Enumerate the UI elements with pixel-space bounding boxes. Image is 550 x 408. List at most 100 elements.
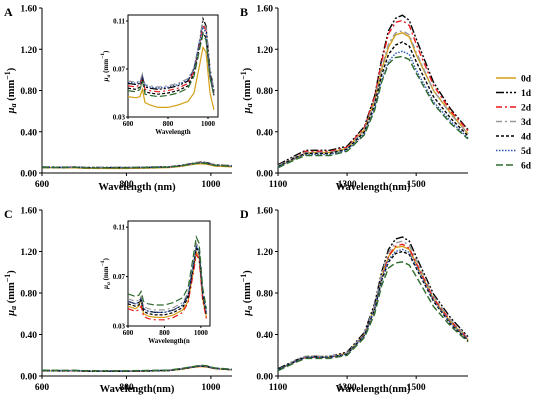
panel-c-inset-series [127,235,207,321]
panel-c-x-axis-label: Wavelength(nm) [100,384,175,395]
panel-d-y-axis-label: μa (mm−1) [239,270,254,317]
panel-a-inset-series-0d [127,45,215,110]
panel-d-series-0d [277,245,469,371]
panel-a-inset: 0.03 0.07 0.11 600 800 1000 Wavelength μa (mm−1… [100,14,219,136]
panel-c-inset-series-6d [127,235,207,309]
panel-c-y-tick-label: 0.40 [20,331,37,341]
panel-c-series [41,364,233,372]
panel-d-x-tick-label: 1100 [269,383,288,393]
panel-d-x-tick-label: 1500 [407,383,426,393]
panel-c-letter: C [4,207,13,221]
legend: 0d 1d 2d 3d 4d 5d 6d [496,75,532,172]
panel-a-y-tick-label: 1.60 [20,5,37,15]
panel-a-series [41,160,233,170]
panel-c-x-tick-label: 1000 [201,383,220,393]
panel-c-inset-y-tick-label: 0.07 [113,273,126,281]
panel-c-inset-x-axis-label: Wavelength(n [148,337,190,345]
panel-a-inset-x-tick-label: 600 [123,120,134,128]
panel-b-y-tick-label: 0.80 [256,87,273,97]
panel-c-inset-y-axis-label: μa (mm−1) [100,258,112,290]
panel-a-y-axis-label: μa (mm−1) [3,67,18,114]
panel-c-y-tick-label: 0.00 [20,373,37,383]
panel-c: C 0.00 0.40 0.80 1.20 1.60 600 800 1000 Wavelengt… [3,207,233,395]
panel-b-x-tick-label: 1100 [269,180,288,190]
panel-a-inset-series-6d [127,32,215,98]
panel-b-series-1d [277,14,469,166]
panel-d: D 0.00 0.40 0.80 1.20 1.60 1100 1300 1500Wavelen… [239,207,469,395]
panel-a-x-tick-label: 1000 [201,180,220,190]
panel-a-letter: A [4,5,13,19]
panel-c-inset-series-2d [127,252,207,321]
panel-d-letter: D [240,207,249,221]
panel-a-x-tick-label: 800 [119,180,134,190]
panel-c-x-tick-label: 600 [35,383,50,393]
panel-b-y-tick-label: 0.00 [256,170,273,180]
panel-c-series-6d [41,364,233,372]
panel-c-y-tick-label: 1.60 [20,207,37,217]
panel-b-y-tick-label: 1.20 [256,46,273,56]
panel-c-inset-series-3d [127,241,207,312]
panel-d-y-tick-label: 0.00 [256,373,273,383]
panel-b-series-2d [277,19,469,167]
panel-b-series-6d [277,55,469,169]
legend-label-4d: 4d [521,133,532,143]
panel-c-inset-series-5d [127,243,207,313]
panel-a-inset-series [127,16,215,110]
panel-c-inset-frame [127,220,211,327]
panel-c-inset-x-tick-label: 600 [123,329,134,337]
panel-b-series-3d [277,29,469,167]
panel-c-x-tick-label: 800 [119,383,134,393]
panel-c-y-tick-label: 0.80 [20,290,37,300]
panel-a-inset-series-1d [127,16,215,91]
panel-b-y-tick-label: 0.40 [256,128,273,138]
panel-a-inset-y-tick-label: 0.03 [113,114,126,122]
panel-d-y-tick-label: 1.20 [256,248,273,258]
panel-a-x-tick-label: 600 [35,180,50,190]
panel-d-series-4d [277,250,469,371]
panel-b-series-4d [277,41,469,168]
panel-c-inset-x-tick-label: 1000 [194,329,209,337]
panel-a-inset-x-axis-label: Wavelength [155,128,190,136]
panel-b-x-tick-label: 1300 [338,180,357,190]
panel-a-x-axis-label: Wavelength (nm) [98,182,176,193]
panel-b-letter: B [240,5,248,19]
panel-a: A 0.00 0.40 0.80 1.20 1.60 600 800 1000 Wavelengt… [3,5,233,193]
panel-c-inset-x-tick-label: 800 [159,329,170,337]
panel-b-series [277,14,469,169]
panel-a-inset-x-tick-label: 1000 [201,120,216,128]
panel-a-inset-series-3d [127,18,215,90]
panel-d-y-tick-label: 0.80 [256,290,273,300]
panel-a-inset-x-tick-label: 800 [163,120,174,128]
panel-a-y-tick-label: 1.20 [20,46,37,56]
panel-a-y-tick-label: 0.00 [20,170,37,180]
panel-d-series [277,236,469,372]
panel-b-x-axis-label: Wavelength(nm) [336,182,411,193]
panel-c-y-tick-label: 1.20 [20,248,37,258]
panel-d-series-6d [277,261,469,372]
panel-d-x-axis-label: Wavelength(nm) [336,384,411,395]
legend-label-2d: 2d [521,104,532,114]
legend-label-6d: 6d [521,162,532,172]
panel-c-inset-y-tick-label: 0.11 [113,224,125,232]
panel-a-y-tick-label: 0.40 [20,128,37,138]
panel-a-y-tick-label: 0.80 [20,87,37,97]
panel-d-series-3d [277,240,469,371]
legend-label-5d: 5d [521,147,532,157]
panel-a-inset-y-axis-label: μa (mm−1) [100,50,112,82]
panel-c-inset-y-tick-label: 0.03 [113,323,126,331]
panel-c-inset-series-0d [127,250,207,318]
panel-d-x-tick-label: 1300 [338,383,357,393]
panel-a-inset-series-4d [127,31,215,96]
panel-a-inset-y-tick-label: 0.07 [113,66,126,74]
legend-label-3d: 3d [521,118,532,128]
panel-d-series-5d [277,248,469,371]
panel-b-x-tick-label: 1500 [407,180,426,190]
panel-a-inset-series-5d [127,25,215,94]
panel-a-inset-y-tick-label: 0.11 [113,18,125,26]
panel-b-y-tick-label: 1.60 [256,5,273,15]
legend-label-0d: 0d [521,75,532,85]
panel-d-y-tick-label: 0.40 [256,331,273,341]
panel-d-series-1d [277,236,469,370]
panel-d-y-tick-label: 1.60 [256,207,273,217]
